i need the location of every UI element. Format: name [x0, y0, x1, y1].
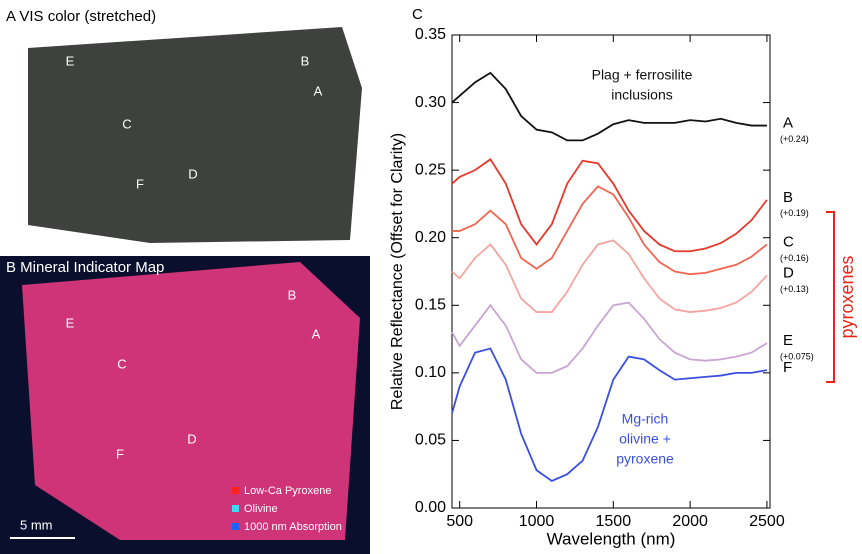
point-label: E [66, 315, 75, 330]
point-label: C [122, 116, 131, 131]
x-tick-label: 500 [446, 513, 473, 530]
legend-swatch [232, 523, 239, 530]
y-tick-label: 0.05 [415, 432, 446, 449]
y-tick-label: 0.35 [415, 26, 446, 43]
legend-swatch [232, 505, 239, 512]
point-label: F [136, 176, 144, 191]
point-label: D [188, 166, 197, 181]
bracket-label: pyroxenes [837, 255, 857, 338]
y-tick-label: 0.20 [415, 229, 446, 246]
series-label: B [783, 189, 793, 206]
point-label: B [288, 287, 297, 302]
spectrum-line [452, 73, 767, 141]
point-label: E [66, 53, 75, 68]
y-tick-label: 0.25 [415, 161, 446, 178]
x-tick-label: 1000 [519, 513, 555, 530]
annotation: Plag + ferrosilite [592, 67, 693, 83]
annotation: Mg-rich [622, 411, 669, 427]
series-label: D [783, 265, 794, 282]
spectrum-line [452, 240, 767, 312]
point-label: C [117, 356, 126, 371]
x-tick-label: 2000 [672, 513, 708, 530]
spectrum-line [452, 159, 767, 251]
annotation: inclusions [611, 87, 672, 103]
annotation: pyroxene [616, 451, 674, 467]
offset-label: (+0.24) [780, 134, 809, 144]
point-label: A [314, 83, 323, 98]
legend-swatch [232, 487, 239, 494]
rock-image-a [28, 27, 362, 243]
point-label: D [187, 431, 196, 446]
panel-a-title: A VIS color (stretched) [6, 8, 156, 25]
x-tick-label: 2500 [749, 513, 785, 530]
series-label: A [783, 115, 793, 132]
spectrum-line [452, 186, 767, 274]
spectrum-line [452, 303, 767, 373]
point-label: B [301, 53, 310, 68]
annotation: olivine + [619, 431, 671, 447]
bracket [826, 212, 834, 382]
y-axis-label: Relative Reflectance (Offset for Clarity… [389, 133, 406, 410]
y-tick-label: 0.10 [415, 364, 446, 381]
x-axis-label: Wavelength (nm) [547, 529, 676, 548]
legend-label: Olivine [244, 503, 278, 515]
panel-b-title: B Mineral Indicator Map [6, 259, 164, 276]
series-label: C [783, 233, 794, 250]
plot-frame [452, 35, 770, 508]
point-label: F [116, 446, 124, 461]
legend-label: 1000 nm Absorption [244, 521, 342, 533]
x-tick-label: 1500 [596, 513, 632, 530]
offset-label: (+0.19) [780, 208, 809, 218]
spectrum-line [452, 349, 767, 481]
y-tick-label: 0.30 [415, 94, 446, 111]
panel-c-label: C [412, 6, 423, 23]
offset-label: (+0.13) [780, 284, 809, 294]
series-label: F [783, 359, 792, 376]
page: A VIS color (stretched) B Mineral Indica… [0, 0, 862, 554]
series-label: E [783, 332, 793, 349]
scale-label: 5 mm [20, 517, 53, 532]
rock-map-b [22, 262, 360, 540]
point-label: A [312, 326, 321, 341]
offset-label: (+0.16) [780, 253, 809, 263]
y-tick-label: 0.00 [415, 499, 446, 516]
legend-label: Low-Ca Pyroxene [244, 485, 331, 497]
figure: A VIS color (stretched) B Mineral Indica… [0, 0, 862, 554]
y-tick-label: 0.15 [415, 297, 446, 314]
